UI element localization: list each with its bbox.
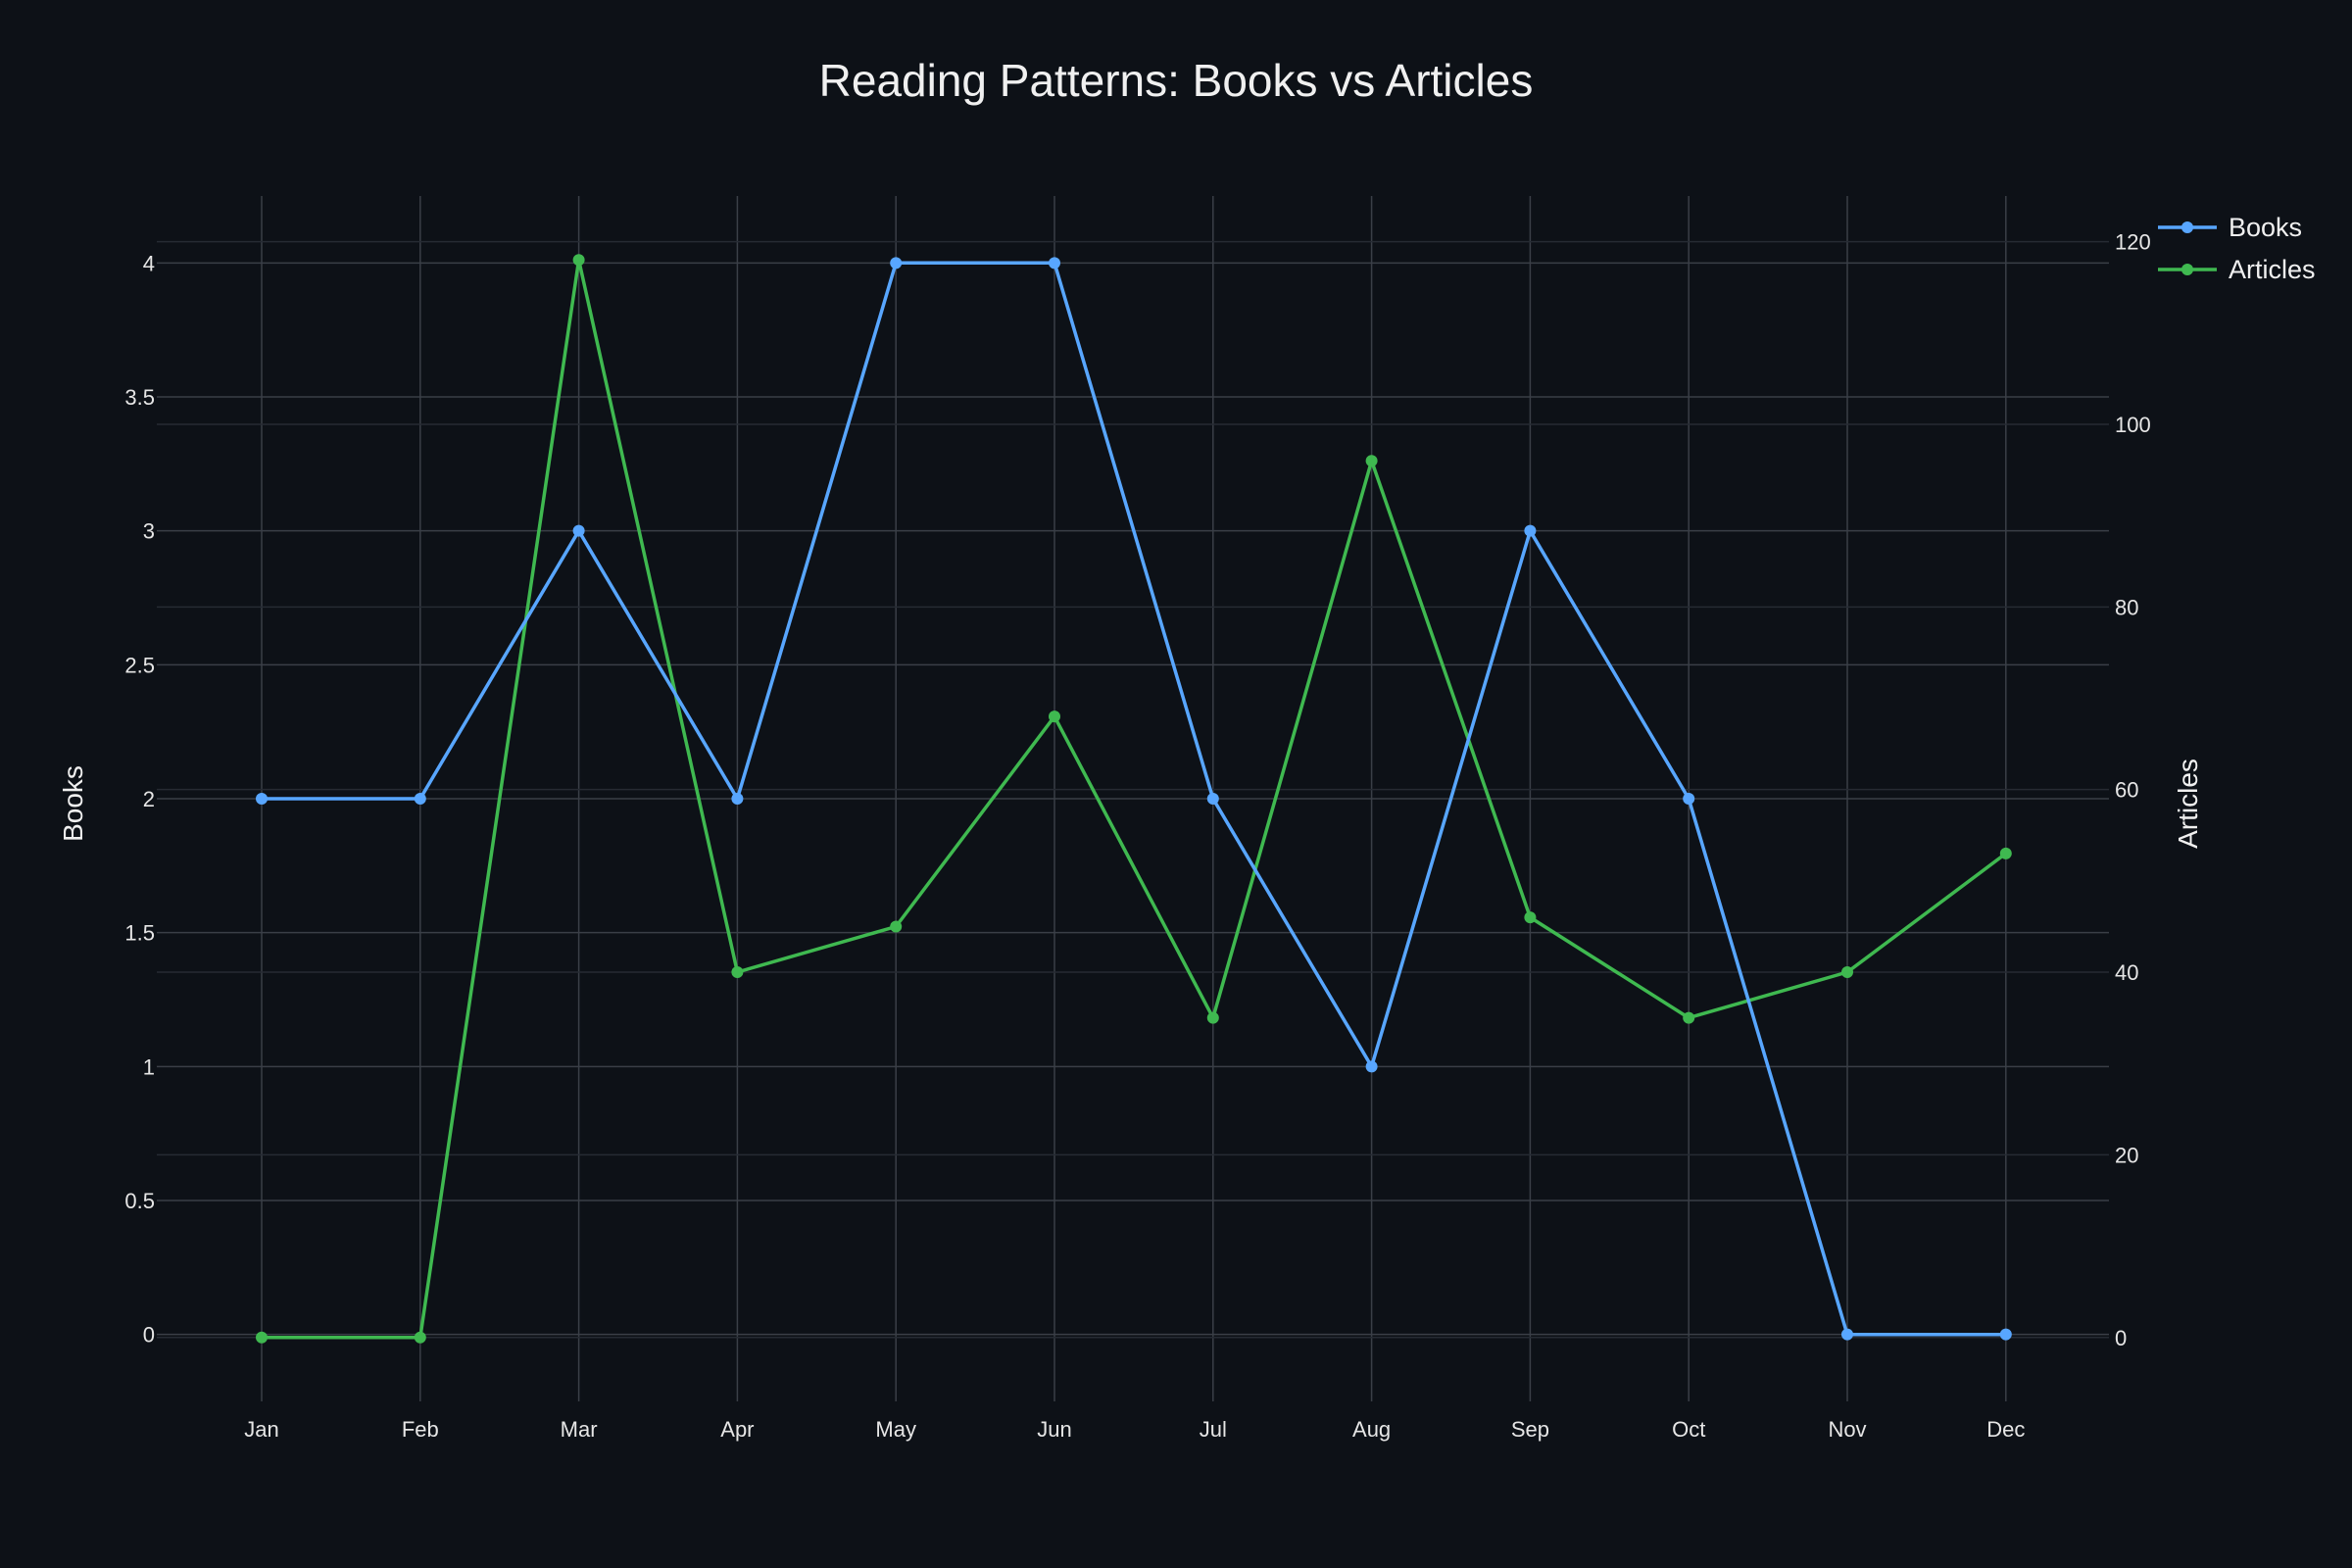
x-tick-label: Oct (1672, 1417, 1705, 1442)
y-left-tick-label: 1.5 (124, 921, 155, 946)
tick-labels: Jan Feb Mar Apr May Jun Jul Aug Sep Oct Nov Dec 0 0.5… (124, 230, 2150, 1442)
data-point-articles (1049, 710, 1060, 723)
data-point-articles (1365, 455, 1378, 467)
data-point-articles (572, 254, 585, 267)
data-point-books (1524, 524, 1537, 537)
y-left-tick-label: 0 (143, 1323, 155, 1348)
data-point-articles (1999, 847, 2012, 859)
y-right-tick-label: 120 (2115, 230, 2151, 255)
x-tick-label: Jan (244, 1417, 278, 1442)
data-point-articles (256, 1331, 268, 1344)
y-left-tick-label: 1 (143, 1054, 155, 1079)
x-tick-label: Mar (561, 1417, 598, 1442)
data-point-books (256, 793, 268, 805)
x-tick-label: Dec (1986, 1417, 2025, 1442)
data-point-articles (890, 920, 903, 933)
data-point-books (414, 793, 426, 805)
data-point-books (1049, 257, 1060, 270)
y-left-tick-label: 3.5 (124, 385, 155, 410)
y-right-tick-label: 80 (2115, 595, 2138, 619)
data-point-books (1206, 793, 1219, 805)
data-point-books (1365, 1060, 1378, 1073)
data-point-books (1683, 793, 1695, 805)
legend-marker (2181, 264, 2193, 275)
y-left-tick-label: 0.5 (124, 1189, 155, 1213)
series-line-books (262, 261, 2006, 1337)
x-tick-label: Feb (402, 1417, 439, 1442)
y-right-tick-label: 100 (2115, 413, 2151, 437)
x-tick-label: May (875, 1417, 916, 1442)
y-right-tick-label: 40 (2115, 960, 2138, 985)
legend-label: Books (2229, 213, 2302, 242)
y-left-tick-label: 3 (143, 519, 155, 544)
data-point-books (572, 524, 585, 537)
legend-label: Articles (2229, 255, 2316, 284)
x-tick-label: Sep (1511, 1417, 1549, 1442)
data-point-articles (731, 966, 744, 979)
x-tick-label: Apr (720, 1417, 754, 1442)
y-axis-left-label: Books (58, 765, 88, 842)
series-line-articles (262, 258, 2007, 1340)
legend-item-articles[interactable]: Articles (2158, 255, 2316, 284)
legend: Books Articles (2158, 213, 2316, 284)
y-right-tick-label: 0 (2115, 1326, 2127, 1350)
data-point-books (731, 793, 744, 805)
y-right-tick-label: 60 (2115, 778, 2138, 803)
y-left-tick-label: 2 (143, 787, 155, 811)
data-point-articles (1841, 966, 1853, 979)
data-point-books (1999, 1328, 2012, 1341)
y-left-tick-label: 4 (143, 251, 155, 275)
chart-title: Reading Patterns: Books vs Articles (819, 55, 1534, 106)
y-right-tick-label: 20 (2115, 1143, 2138, 1167)
y-left-tick-label: 2.5 (124, 653, 155, 677)
data-point-articles (1524, 911, 1537, 924)
data-point-articles (1206, 1011, 1219, 1024)
series-books (256, 257, 2012, 1341)
data-point-books (1841, 1328, 1853, 1341)
data-point-articles (1683, 1011, 1695, 1024)
x-tick-label: Jun (1037, 1417, 1071, 1442)
legend-marker (2181, 221, 2193, 233)
series-articles (256, 254, 2012, 1344)
data-point-articles (414, 1331, 426, 1344)
x-tick-label: Nov (1828, 1417, 1866, 1442)
y-axis-right-label: Articles (2173, 759, 2203, 849)
legend-item-books[interactable]: Books (2158, 213, 2302, 242)
series-layer (256, 254, 2012, 1344)
x-tick-label: Jul (1200, 1417, 1227, 1442)
x-tick-label: Aug (1352, 1417, 1391, 1442)
data-point-books (890, 257, 903, 270)
